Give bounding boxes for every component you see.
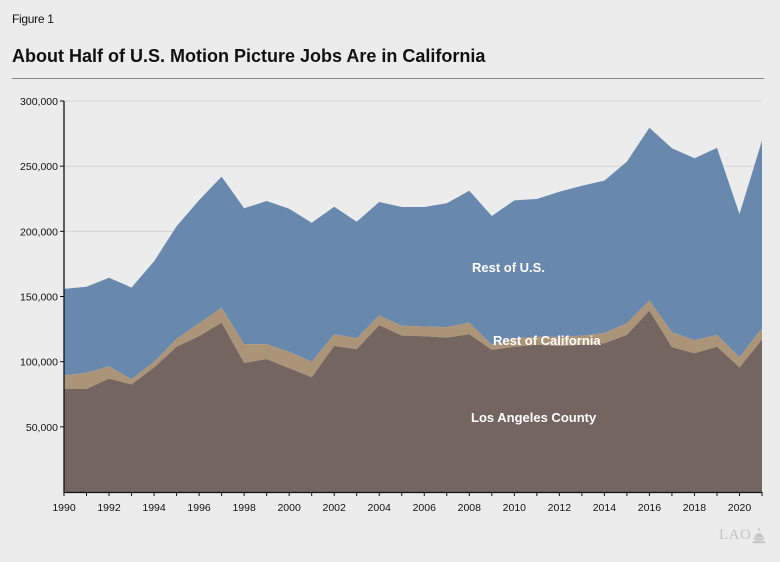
capitol-dome-icon [752, 528, 766, 544]
area-rest-of-california [64, 300, 762, 389]
y-tick-label: 250,000 [20, 161, 58, 173]
lao-logo-text: LAO [719, 527, 752, 543]
x-tick-label: 2010 [503, 502, 527, 514]
x-tick-label: 2006 [413, 502, 437, 514]
x-tick-label: 2000 [277, 502, 301, 514]
x-tick-label: 1990 [52, 502, 76, 514]
y-tick-label: 100,000 [20, 357, 58, 369]
x-tick-label: 1994 [142, 502, 166, 514]
figure-label: Figure 1 [12, 12, 54, 26]
x-tick-label: 1992 [97, 502, 121, 514]
x-tick-label: 2018 [683, 502, 707, 514]
y-tick-label: 200,000 [20, 226, 58, 238]
y-tick-label: 150,000 [20, 292, 58, 304]
x-tick-label: 2020 [728, 502, 752, 514]
axes [60, 100, 763, 496]
x-tick-label: 2012 [548, 502, 572, 514]
y-tick-label: 300,000 [20, 96, 58, 108]
lao-logo: LAO [719, 527, 766, 544]
y-tick-labels: 50,000 100,000 150,000 200,000 250,000 300,00… [20, 96, 58, 434]
x-tick-label: 2002 [323, 502, 347, 514]
x-tick-label: 2008 [458, 502, 482, 514]
stacked-areas [64, 127, 762, 492]
label-los-angeles-county: Los Angeles County [471, 410, 597, 425]
chart-title: About Half of U.S. Motion Picture Jobs A… [12, 46, 486, 66]
x-tick-label: 2004 [368, 502, 392, 514]
x-tick-label: 1996 [187, 502, 211, 514]
x-tick-labels: 1990 1992 1994 1996 1998 2000 2002 2004 2006 2008… [52, 502, 751, 514]
x-tick-label: 2014 [593, 502, 617, 514]
label-rest-of-us: Rest of U.S. [472, 260, 545, 275]
area-los-angeles-county [64, 310, 762, 492]
title-divider [12, 78, 764, 79]
y-tick-label: 50,000 [26, 422, 58, 434]
x-tick-label: 2016 [638, 502, 662, 514]
x-tick-label: 1998 [232, 502, 256, 514]
label-rest-of-california: Rest of California [493, 333, 601, 348]
area-rest-of-us [64, 127, 762, 380]
